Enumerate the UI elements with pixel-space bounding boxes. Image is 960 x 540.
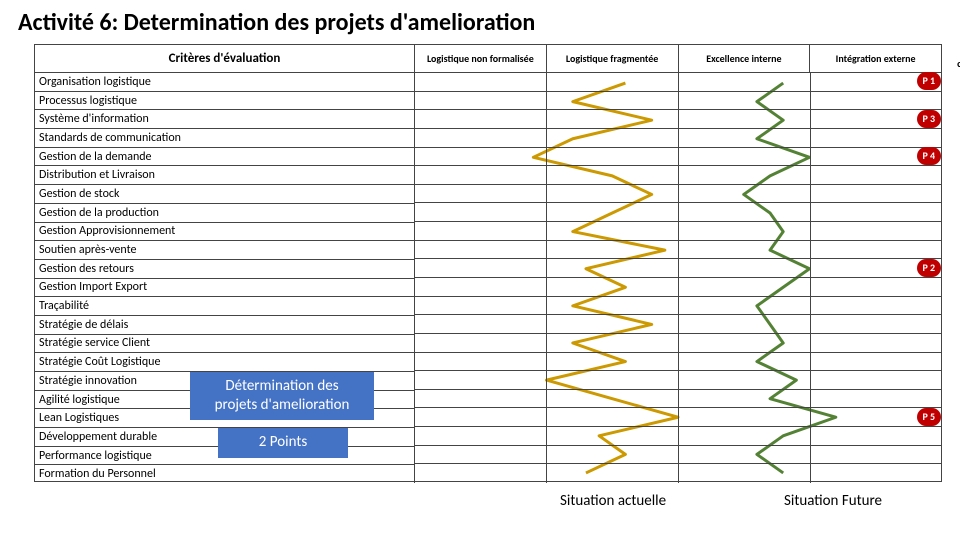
criteria-column: Organisation logistiqueProcessus logisti… [35, 73, 415, 483]
criteria-row: Organisation logistique [35, 73, 414, 92]
criteria-row: Stratégie Coût Logistique [35, 353, 414, 372]
criteria-header: Critères d'évaluation [35, 45, 415, 72]
level-header-3: Intégration externe [810, 45, 941, 72]
priority-badge: P 5 [917, 408, 941, 426]
level-header-0: Logistique non formalisée [415, 45, 547, 72]
callout-sub: 2 Points [218, 428, 348, 458]
vertical-warning-line1: Attention, il faut mettre jour ces table… [122, 0, 135, 64]
criteria-row: Soutien après-vente [35, 241, 414, 260]
criteria-row: Gestion de stock [35, 185, 414, 204]
priority-badge: P 4 [917, 147, 941, 165]
criteria-row: Gestion des retours [35, 260, 414, 279]
criteria-row: Gestion de la production [35, 204, 414, 223]
callout-main-line2: projets d'amelioration [200, 396, 364, 416]
criteria-row: Gestion Approvisionnement [35, 223, 414, 242]
priority-badge: P 2 [917, 259, 941, 277]
vertical-warning: Attention, il faut mettre jour ces table… [122, 0, 148, 64]
criteria-row: Gestion Import Export [35, 279, 414, 298]
evaluation-board: Critères d'évaluation Logistique non for… [34, 44, 942, 482]
criteria-row: Processus logistique [35, 92, 414, 111]
priority-badge: P 3 [917, 110, 941, 128]
priority-badge: P 1 [917, 72, 941, 90]
footer-actual: Situation actuelle [560, 492, 666, 510]
callout-main: Détermination des projets d'amelioration [190, 372, 374, 420]
header-row: Critères d'évaluation Logistique non for… [35, 45, 941, 73]
criteria-row: Stratégie service Client [35, 335, 414, 354]
level-header-1: Logistique fragmentée [547, 45, 679, 72]
criteria-row: Standards de communication [35, 129, 414, 148]
level-headers: Logistique non formaliséeLogistique frag… [415, 45, 941, 72]
callout-sub-text: 2 Points [228, 433, 338, 453]
extra-level-header: Logistique collaborative [944, 44, 960, 72]
vertical-warning-line2: et cas respondent pas mots, terminatures… [135, 0, 148, 64]
criteria-row: Traçabilité [35, 297, 414, 316]
criteria-row: Formation du Personnel [35, 465, 414, 483]
footer-future: Situation Future [784, 492, 882, 510]
criteria-row: Système d'information [35, 110, 414, 129]
level-header-2: Excellence interne [679, 45, 811, 72]
criteria-row: Stratégie de délais [35, 316, 414, 335]
chart-area [415, 73, 941, 483]
criteria-row: Gestion de la demande [35, 148, 414, 167]
criteria-row: Distribution et Livraison [35, 166, 414, 185]
callout-main-line1: Détermination des [200, 377, 364, 397]
body-area: Organisation logistiqueProcessus logisti… [35, 73, 941, 483]
